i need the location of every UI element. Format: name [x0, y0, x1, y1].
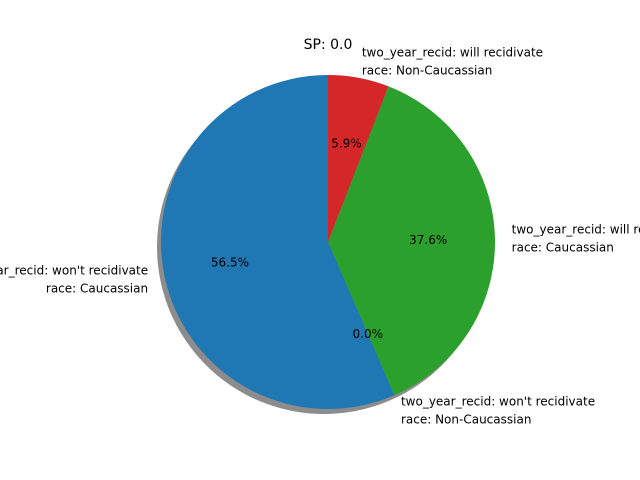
pie-wedges: [161, 75, 496, 409]
chart-title: SP: 0.0: [304, 37, 353, 53]
pie-percent-label-0: 5.9%: [331, 137, 362, 151]
pie-slice-label-2: two_year_recid: won't recidivate race: No…: [401, 395, 595, 427]
pie-percent-label-1: 37.6%: [409, 233, 447, 247]
pie-slice-label-0: two_year_recid: will recidivate race: Non…: [362, 45, 543, 77]
pie-percent-label-3: 56.5%: [211, 255, 249, 269]
pie-slice-1: [328, 86, 496, 396]
pie-percent-label-2: 0.0%: [353, 327, 384, 341]
pie-slice-3: [161, 75, 395, 409]
pie-slice-labels: two_year_recid: will recidivate race: Non…: [0, 45, 640, 426]
pie-percent-labels: 5.9% 37.6% 0.0% 56.5%: [211, 137, 447, 341]
pie-slice-0: [328, 75, 389, 242]
